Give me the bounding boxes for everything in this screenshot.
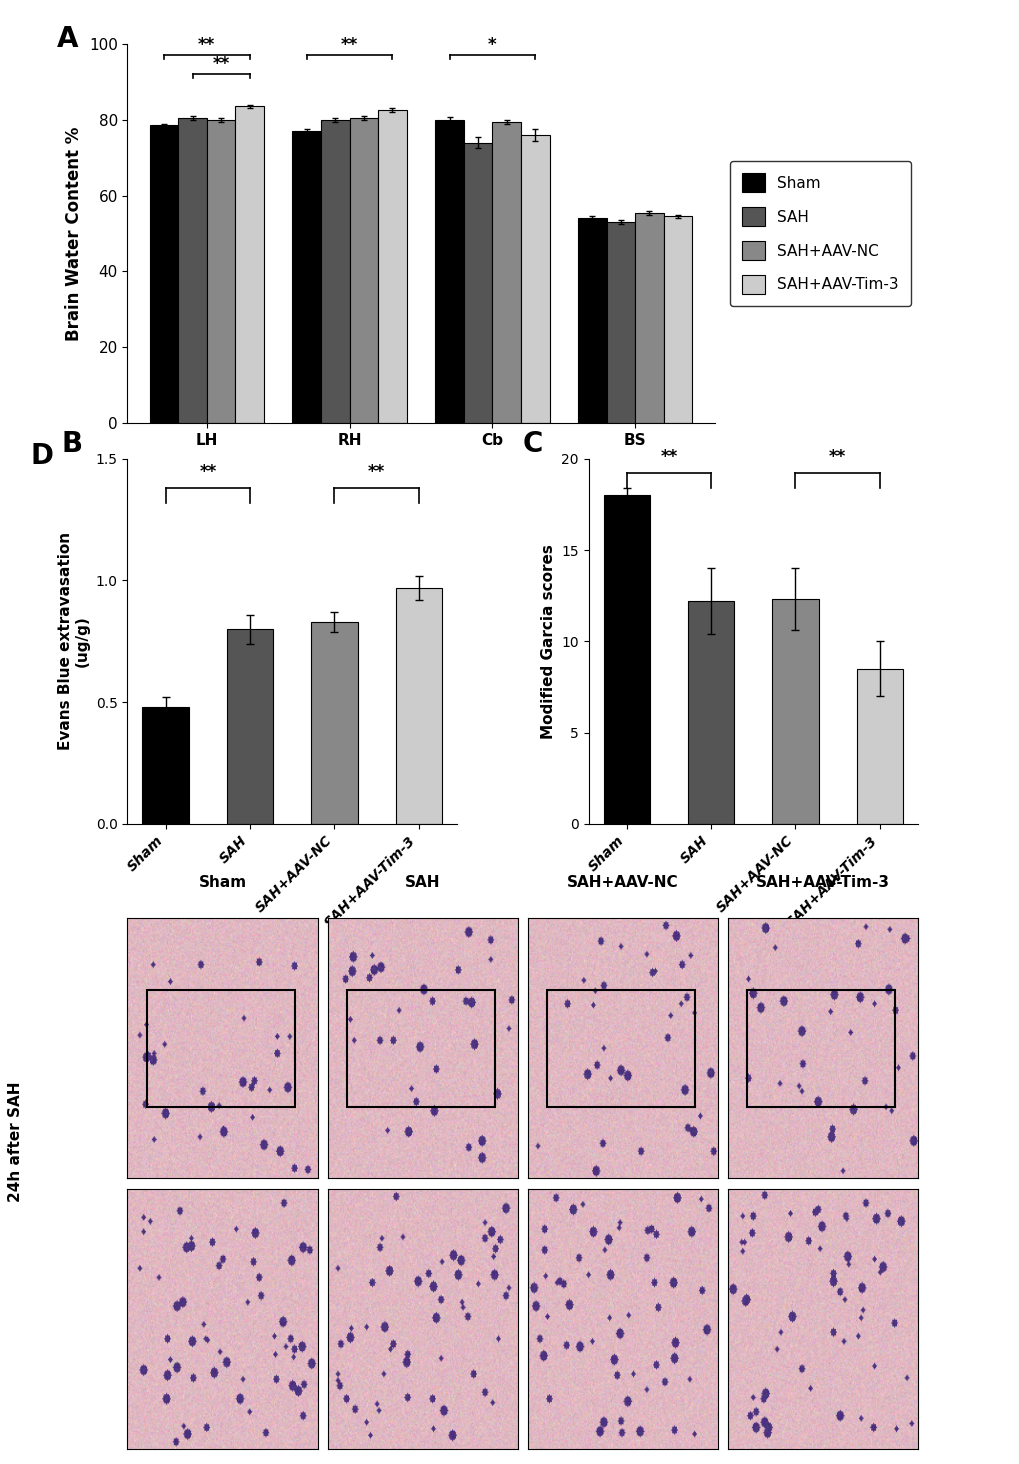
Bar <box>207 120 235 423</box>
Text: D: D <box>31 442 54 470</box>
Bar <box>311 622 358 824</box>
Bar <box>321 120 350 423</box>
Text: **: ** <box>212 56 229 73</box>
Text: **: ** <box>368 463 385 480</box>
Bar <box>635 212 663 423</box>
Bar <box>143 707 189 824</box>
Bar <box>147 990 294 1107</box>
Bar <box>150 126 178 423</box>
Bar <box>771 599 818 824</box>
Y-axis label: Evans Blue extravasation
(ug/g): Evans Blue extravasation (ug/g) <box>58 533 90 751</box>
Bar <box>546 990 694 1107</box>
Text: *: * <box>488 37 496 54</box>
Bar <box>606 223 635 423</box>
Bar <box>521 135 549 423</box>
Text: 24h after SAH: 24h after SAH <box>8 1082 22 1202</box>
Text: SAH+AAV-Tim-3: SAH+AAV-Tim-3 <box>755 875 889 890</box>
Bar <box>292 132 321 423</box>
Text: **: ** <box>340 37 358 54</box>
Bar <box>746 990 894 1107</box>
Text: **: ** <box>828 448 846 466</box>
Text: **: ** <box>198 37 215 54</box>
Text: **: ** <box>199 463 216 480</box>
Bar <box>350 119 378 423</box>
Bar <box>346 990 494 1107</box>
Bar <box>178 119 207 423</box>
Bar <box>435 120 464 423</box>
Bar <box>492 122 521 423</box>
Bar <box>395 587 441 824</box>
Bar <box>226 630 273 824</box>
Text: SAH+AAV-NC: SAH+AAV-NC <box>567 875 678 890</box>
Text: SAH: SAH <box>405 875 440 890</box>
Text: C: C <box>523 429 542 458</box>
Bar <box>235 107 264 423</box>
Legend: Sham, SAH, SAH+AAV-NC, SAH+AAV-Tim-3: Sham, SAH, SAH+AAV-NC, SAH+AAV-Tim-3 <box>730 161 910 306</box>
Text: **: ** <box>659 448 677 466</box>
Bar <box>687 602 734 824</box>
Text: A: A <box>57 25 78 53</box>
Bar <box>856 669 902 824</box>
Bar <box>378 110 407 423</box>
Bar <box>663 217 692 423</box>
Bar <box>464 142 492 423</box>
Text: Sham: Sham <box>199 875 247 890</box>
Y-axis label: Modified Garcia scores: Modified Garcia scores <box>540 543 555 739</box>
Y-axis label: Brain Water Content %: Brain Water Content % <box>65 126 84 341</box>
Bar <box>578 218 606 423</box>
Bar <box>603 495 649 824</box>
Text: B: B <box>61 429 83 458</box>
